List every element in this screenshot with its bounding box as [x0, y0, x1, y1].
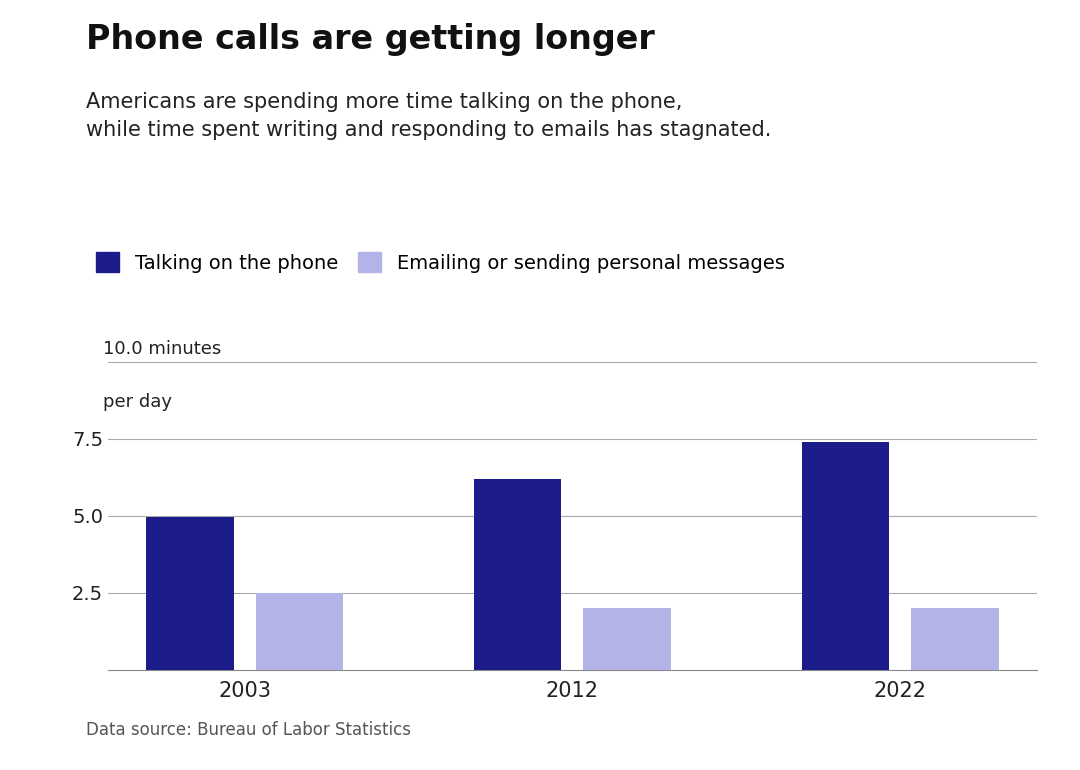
- Bar: [801, 442, 889, 670]
- Bar: [474, 479, 562, 670]
- Text: Data source: Bureau of Labor Statistics: Data source: Bureau of Labor Statistics: [86, 721, 411, 739]
- Text: Americans are spending more time talking on the phone,
while time spent writing : Americans are spending more time talking…: [86, 92, 772, 140]
- Text: 10.0 minutes: 10.0 minutes: [103, 340, 220, 358]
- Bar: [256, 593, 343, 670]
- Text: per day: per day: [103, 393, 172, 410]
- Bar: [583, 608, 671, 670]
- Text: Phone calls are getting longer: Phone calls are getting longer: [86, 23, 656, 56]
- Legend: Talking on the phone, Emailing or sending personal messages: Talking on the phone, Emailing or sendin…: [96, 253, 784, 273]
- Bar: [146, 517, 233, 670]
- Bar: [912, 608, 999, 670]
